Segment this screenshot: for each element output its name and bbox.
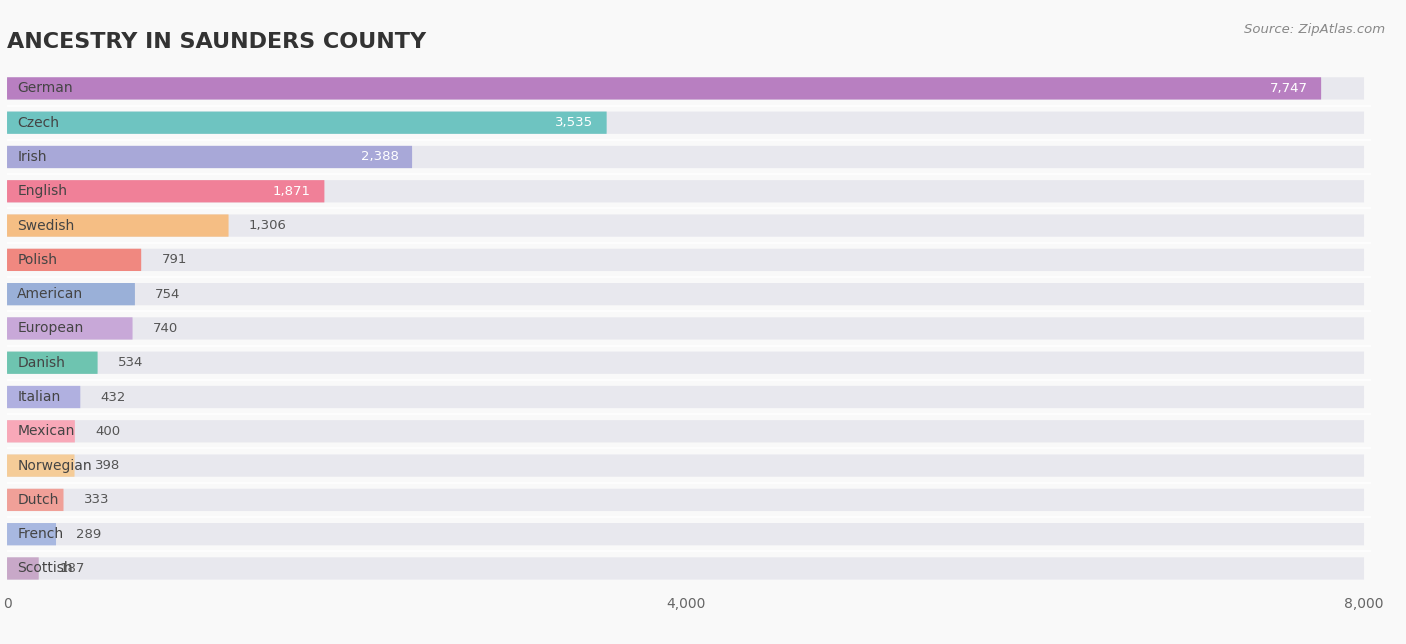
FancyBboxPatch shape (7, 489, 63, 511)
Text: English: English (17, 184, 67, 198)
FancyBboxPatch shape (7, 77, 1322, 100)
Text: Scottish: Scottish (17, 562, 73, 576)
FancyBboxPatch shape (7, 146, 1364, 168)
FancyBboxPatch shape (7, 317, 1364, 339)
FancyBboxPatch shape (7, 180, 1364, 202)
FancyBboxPatch shape (7, 214, 229, 237)
FancyBboxPatch shape (7, 146, 412, 168)
Text: 1,871: 1,871 (273, 185, 311, 198)
Text: 289: 289 (76, 527, 101, 541)
Text: 534: 534 (118, 356, 143, 369)
Text: 432: 432 (101, 390, 127, 404)
Text: 791: 791 (162, 253, 187, 267)
Text: Mexican: Mexican (17, 424, 75, 439)
FancyBboxPatch shape (7, 283, 135, 305)
FancyBboxPatch shape (7, 352, 97, 374)
FancyBboxPatch shape (7, 523, 56, 545)
FancyBboxPatch shape (7, 111, 1364, 134)
Text: Source: ZipAtlas.com: Source: ZipAtlas.com (1244, 23, 1385, 35)
FancyBboxPatch shape (7, 455, 75, 477)
Text: 7,747: 7,747 (1270, 82, 1308, 95)
Text: Italian: Italian (17, 390, 60, 404)
Text: Czech: Czech (17, 116, 59, 129)
Text: Dutch: Dutch (17, 493, 59, 507)
Text: Irish: Irish (17, 150, 46, 164)
Text: Danish: Danish (17, 355, 65, 370)
Text: 398: 398 (94, 459, 120, 472)
FancyBboxPatch shape (7, 523, 1364, 545)
Text: 400: 400 (96, 425, 121, 438)
FancyBboxPatch shape (7, 249, 141, 271)
Text: 754: 754 (155, 288, 180, 301)
FancyBboxPatch shape (7, 386, 80, 408)
Text: 2,388: 2,388 (361, 151, 398, 164)
FancyBboxPatch shape (7, 455, 1364, 477)
FancyBboxPatch shape (7, 77, 1364, 100)
Text: French: French (17, 527, 63, 541)
Text: 333: 333 (84, 493, 110, 506)
FancyBboxPatch shape (7, 557, 1364, 580)
Text: Polish: Polish (17, 253, 58, 267)
FancyBboxPatch shape (7, 214, 1364, 237)
FancyBboxPatch shape (7, 352, 1364, 374)
Text: 187: 187 (59, 562, 84, 575)
FancyBboxPatch shape (7, 283, 1364, 305)
FancyBboxPatch shape (7, 420, 1364, 442)
Text: 3,535: 3,535 (555, 116, 593, 129)
FancyBboxPatch shape (7, 249, 1364, 271)
Text: Swedish: Swedish (17, 218, 75, 232)
Text: European: European (17, 321, 83, 336)
FancyBboxPatch shape (7, 420, 75, 442)
Text: American: American (17, 287, 83, 301)
Text: 1,306: 1,306 (249, 219, 287, 232)
FancyBboxPatch shape (7, 180, 325, 202)
FancyBboxPatch shape (7, 386, 1364, 408)
FancyBboxPatch shape (7, 557, 39, 580)
FancyBboxPatch shape (7, 489, 1364, 511)
Text: ANCESTRY IN SAUNDERS COUNTY: ANCESTRY IN SAUNDERS COUNTY (7, 32, 426, 52)
FancyBboxPatch shape (7, 317, 132, 339)
Text: Norwegian: Norwegian (17, 459, 91, 473)
Text: 740: 740 (153, 322, 179, 335)
Text: German: German (17, 81, 73, 95)
FancyBboxPatch shape (7, 111, 606, 134)
